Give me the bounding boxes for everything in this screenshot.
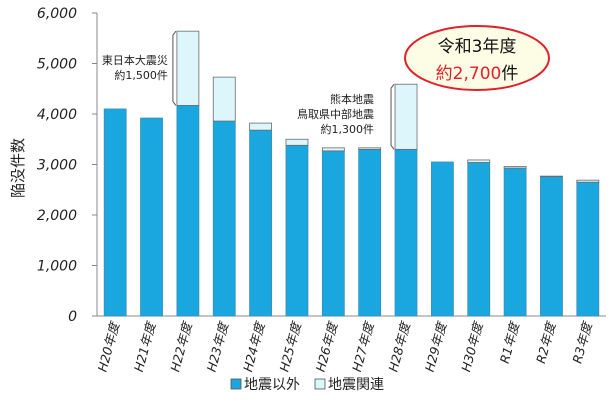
x-tick-label: H30年度 xyxy=(458,318,486,373)
bar-earthquake-2 xyxy=(176,30,200,106)
bar-non-earthquake-7 xyxy=(358,148,382,317)
bar-earthquake-11 xyxy=(503,166,527,169)
callout-unit: 件 xyxy=(501,64,518,84)
bar-non-earthquake-4 xyxy=(249,129,273,317)
y-tick-label: 6,000 xyxy=(37,6,77,22)
bar-non-earthquake-6 xyxy=(321,150,345,317)
callout: 令和3年度 約2,700件 xyxy=(404,25,550,91)
bar-non-earthquake-2 xyxy=(176,105,200,317)
x-tick-label: H26年度 xyxy=(313,318,341,373)
bar-earthquake-5 xyxy=(285,138,309,146)
bar-earthquake-3 xyxy=(212,76,236,122)
callout-line2: 約2,700件 xyxy=(436,64,519,84)
bar-non-earthquake-11 xyxy=(503,167,527,317)
callout-line1: 令和3年度 xyxy=(438,37,517,57)
x-tick-label: H25年度 xyxy=(276,318,304,373)
y-tick-label: 1,000 xyxy=(37,259,77,275)
y-tick-label: 3,000 xyxy=(37,158,77,174)
callout-ellipse xyxy=(404,25,550,91)
annotation-text: 東日本大震災 xyxy=(102,53,168,67)
bar-non-earthquake-1 xyxy=(140,117,163,317)
bar-earthquake-7 xyxy=(358,147,382,150)
x-tick-label: H29年度 xyxy=(422,318,450,373)
legend-swatch-0 xyxy=(230,378,242,390)
bar-earthquake-6 xyxy=(321,147,345,152)
bars xyxy=(103,30,600,317)
x-tick-label: R3年度 xyxy=(569,318,595,365)
x-tick-label: R1年度 xyxy=(497,318,523,365)
annotation-text: 熊本地震 xyxy=(330,92,374,106)
bar-earthquake-10 xyxy=(467,159,491,163)
bar-non-earthquake-8 xyxy=(394,148,418,317)
annotation-bracket xyxy=(390,83,395,150)
y-tick-label: 4,000 xyxy=(37,107,77,123)
x-tick-label: R2年度 xyxy=(533,318,559,365)
annotation-text: 約1,300件 xyxy=(321,122,375,136)
legend-swatch-1 xyxy=(314,378,326,390)
legend-label-1: 地震関連 xyxy=(328,377,384,393)
x-tick-label: H20年度 xyxy=(95,318,123,373)
callout-value: 約2,700 xyxy=(436,64,502,84)
x-tick-label: H27年度 xyxy=(349,318,377,373)
bar-non-earthquake-13 xyxy=(576,181,600,317)
x-tick-label: H24年度 xyxy=(240,318,268,373)
y-axis-label: 陥没件数 xyxy=(9,138,27,198)
bar-non-earthquake-0 xyxy=(103,108,127,317)
bar-non-earthquake-12 xyxy=(540,176,563,317)
x-tick-label: H28年度 xyxy=(385,318,413,373)
y-tick-label: 2,000 xyxy=(37,208,77,224)
legend: 地震以外 地震関連 xyxy=(230,377,384,393)
annotation-text: 約1,500件 xyxy=(114,68,168,82)
y-tick-label: 5,000 xyxy=(37,57,77,73)
bar-earthquake-13 xyxy=(576,179,600,183)
bar-non-earthquake-3 xyxy=(212,120,236,317)
x-tick-label: H23年度 xyxy=(204,318,232,373)
bar-non-earthquake-5 xyxy=(285,144,309,317)
legend-label-0: 地震以外 xyxy=(244,377,300,393)
y-tick-label: 0 xyxy=(68,309,77,325)
bar-non-earthquake-10 xyxy=(467,162,491,317)
annotation-bracket xyxy=(172,30,177,106)
bar-earthquake-4 xyxy=(249,122,273,131)
bar-earthquake-8 xyxy=(394,83,418,150)
annotation-text: 鳥取県中部地震 xyxy=(297,107,374,121)
bar-earthquake-12 xyxy=(540,175,563,178)
x-tick-label: H22年度 xyxy=(167,318,195,373)
x-tick-label: H21年度 xyxy=(131,318,159,373)
bar-non-earthquake-9 xyxy=(430,161,454,317)
